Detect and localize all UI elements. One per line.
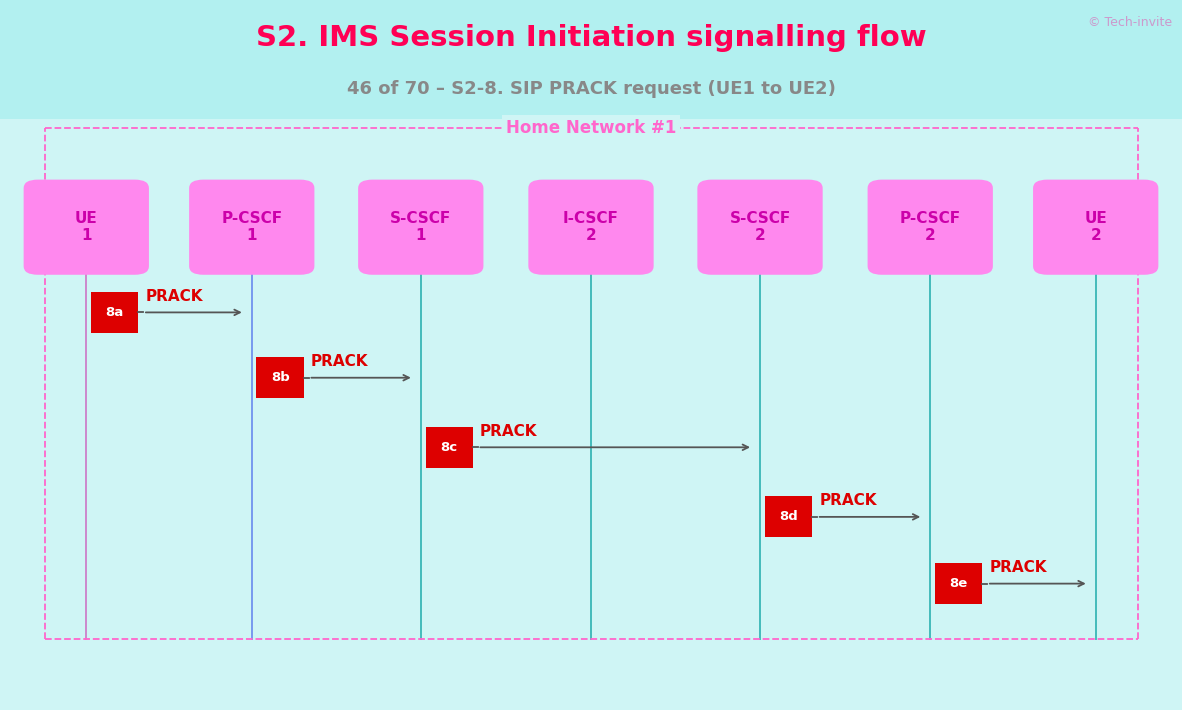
Text: PRACK: PRACK <box>480 424 538 439</box>
Bar <box>0 0 1182 119</box>
Text: 8e: 8e <box>949 577 968 590</box>
FancyBboxPatch shape <box>1033 180 1158 275</box>
Text: S2. IMS Session Initiation signalling flow: S2. IMS Session Initiation signalling fl… <box>255 24 927 52</box>
FancyBboxPatch shape <box>426 427 473 468</box>
FancyBboxPatch shape <box>24 180 149 275</box>
FancyBboxPatch shape <box>697 180 823 275</box>
FancyBboxPatch shape <box>256 357 304 398</box>
Text: 8d: 8d <box>779 510 798 523</box>
Text: S-CSCF
1: S-CSCF 1 <box>390 211 452 244</box>
Text: S-CSCF
2: S-CSCF 2 <box>729 211 791 244</box>
Text: PRACK: PRACK <box>989 560 1047 575</box>
Text: PRACK: PRACK <box>311 354 369 369</box>
Text: PRACK: PRACK <box>145 289 203 304</box>
Text: UE
2: UE 2 <box>1084 211 1108 244</box>
Text: Home Network #1: Home Network #1 <box>506 119 676 137</box>
FancyBboxPatch shape <box>935 563 982 604</box>
Text: © Tech-invite: © Tech-invite <box>1089 16 1173 28</box>
FancyBboxPatch shape <box>91 292 138 333</box>
Text: 8a: 8a <box>105 306 124 319</box>
FancyBboxPatch shape <box>868 180 993 275</box>
Text: 8b: 8b <box>271 371 290 384</box>
Text: P-CSCF
2: P-CSCF 2 <box>900 211 961 244</box>
FancyBboxPatch shape <box>189 180 314 275</box>
Text: PRACK: PRACK <box>819 493 877 508</box>
FancyBboxPatch shape <box>765 496 812 537</box>
FancyBboxPatch shape <box>528 180 654 275</box>
Text: P-CSCF
1: P-CSCF 1 <box>221 211 282 244</box>
Text: 46 of 70 – S2-8. SIP PRACK request (UE1 to UE2): 46 of 70 – S2-8. SIP PRACK request (UE1 … <box>346 80 836 99</box>
Text: I-CSCF
2: I-CSCF 2 <box>563 211 619 244</box>
Text: 8c: 8c <box>441 441 457 454</box>
FancyBboxPatch shape <box>358 180 483 275</box>
Text: UE
1: UE 1 <box>74 211 98 244</box>
